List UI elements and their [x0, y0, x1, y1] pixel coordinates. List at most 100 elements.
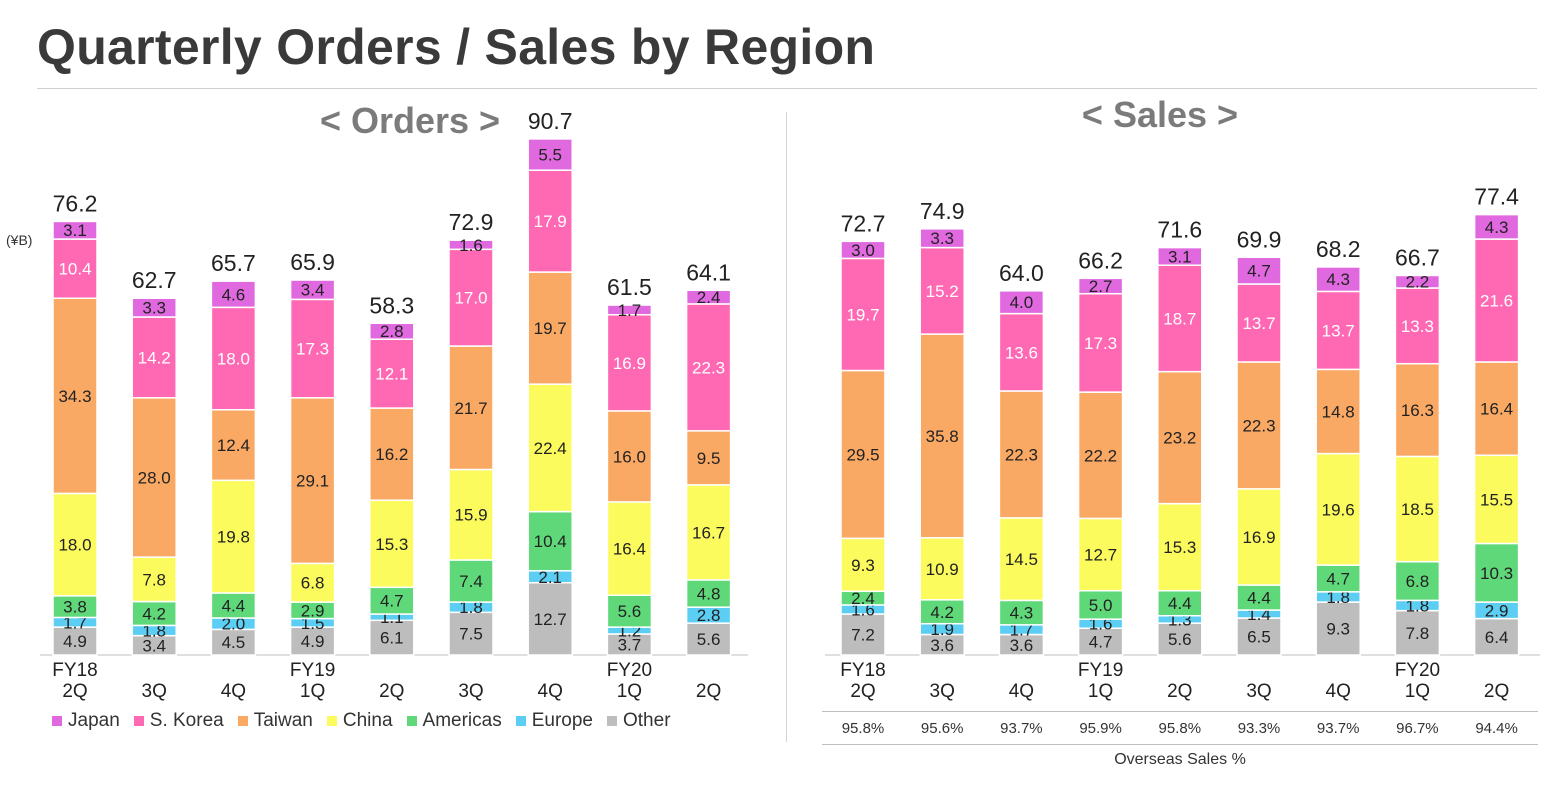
data-label-americas: 4.4 — [1168, 594, 1192, 613]
data-label-japan: 1.7 — [618, 301, 642, 320]
data-label-japan: 1.6 — [459, 236, 483, 255]
data-label-china: 18.0 — [58, 536, 91, 555]
data-label-china: 15.3 — [1163, 538, 1196, 557]
bar-segment-japan — [685, 289, 732, 305]
data-label-taiwan: 9.5 — [697, 449, 721, 468]
bar-segment-s-korea — [685, 303, 732, 432]
data-label-japan: 2.7 — [1089, 277, 1113, 296]
legend-label: Americas — [422, 710, 502, 731]
tick-label-quarter: 2Q — [1484, 681, 1509, 702]
bar-segment-china — [1236, 488, 1282, 586]
bar-segment-americas — [1077, 589, 1124, 620]
bar-segment-taiwan — [210, 409, 257, 482]
data-label-europe: 1.8 — [1406, 596, 1430, 615]
legend-label: Taiwan — [253, 710, 313, 731]
total-label: 90.7 — [528, 108, 573, 134]
bar-segment-other — [1157, 622, 1203, 656]
data-label-s-korea: 19.7 — [846, 305, 879, 324]
legend-label: China — [342, 710, 393, 731]
data-label-s-korea: 13.3 — [1401, 317, 1434, 336]
bar-segment-china — [1473, 454, 1520, 545]
bar-segment-china — [369, 499, 415, 589]
bar-segment-taiwan — [919, 333, 965, 539]
data-label-s-korea: 22.3 — [692, 358, 725, 377]
data-label-china: 16.4 — [613, 540, 646, 559]
data-label-japan: 3.1 — [63, 221, 87, 240]
data-label-s-korea: 13.6 — [1005, 343, 1038, 362]
data-label-other: 7.8 — [1406, 624, 1430, 643]
data-label-americas: 4.2 — [930, 603, 954, 622]
data-label-china: 9.3 — [851, 556, 875, 575]
panel-divider — [786, 112, 787, 742]
bar-segment-taiwan — [369, 407, 415, 501]
overseas-pct-cell: 93.7% — [1316, 720, 1360, 737]
bar-segment-japan — [448, 239, 494, 251]
legend-item-other: Other — [607, 710, 671, 732]
data-label-americas: 5.0 — [1089, 596, 1113, 615]
data-label-taiwan: 14.8 — [1322, 402, 1355, 421]
data-label-other: 3.4 — [142, 636, 166, 655]
unit-label: (¥B) — [6, 232, 33, 248]
tick-label-quarter: 2Q — [379, 681, 404, 702]
tick-label-quarter: 2Q — [1167, 681, 1192, 702]
bar-segment-japan — [1157, 246, 1203, 266]
bar-segment-other — [52, 626, 98, 656]
bar-segment-taiwan — [1157, 370, 1203, 505]
bar-segment-taiwan — [527, 271, 573, 385]
data-label-japan: 3.3 — [142, 299, 166, 318]
data-label-other: 5.6 — [1168, 630, 1192, 649]
data-label-other: 3.6 — [1010, 636, 1034, 655]
bar-segment-japan — [998, 290, 1045, 315]
data-label-taiwan: 22.2 — [1084, 446, 1117, 465]
legend-swatch-icon — [133, 716, 144, 726]
bar-segment-other — [448, 611, 494, 656]
data-label-taiwan: 19.7 — [534, 319, 567, 338]
bar-segment-china — [1077, 517, 1124, 592]
bar-segment-taiwan — [1394, 362, 1441, 458]
data-label-china: 16.9 — [1242, 528, 1275, 547]
tick-label-quarter: 1Q — [1405, 681, 1430, 702]
data-label-china: 19.6 — [1322, 500, 1355, 519]
data-label-china: 6.8 — [301, 574, 325, 593]
overseas-sales-label: Overseas Sales % — [1114, 751, 1246, 768]
bar-segment-s-korea — [131, 316, 177, 399]
data-label-s-korea: 17.3 — [1084, 334, 1117, 353]
bar-segment-americas — [1394, 560, 1441, 602]
tick-label-quarter: 2Q — [696, 681, 721, 702]
bar-segment-japan — [1077, 277, 1124, 295]
data-label-other: 7.5 — [459, 625, 483, 644]
data-label-japan: 2.2 — [1406, 273, 1430, 292]
data-label-other: 7.2 — [851, 626, 875, 645]
sales-chart-title: < Sales > — [1081, 94, 1239, 135]
tick-label-fiscal-year: FY19 — [290, 660, 335, 681]
bar-segment-s-korea — [998, 312, 1045, 392]
data-label-japan: 3.0 — [851, 241, 875, 260]
data-label-americas: 3.8 — [63, 598, 87, 617]
legend-label: Europe — [531, 710, 593, 731]
data-label-china: 15.3 — [375, 535, 408, 554]
overseas-pct-cell: 93.7% — [1000, 720, 1043, 737]
data-label-china: 14.5 — [1005, 550, 1038, 569]
data-label-japan: 4.7 — [1247, 262, 1271, 281]
tick-label-quarter: 3Q — [930, 681, 955, 702]
legend-swatch-icon — [237, 716, 248, 726]
legend: Japan S. Korea Taiwan China Americas Europe Ot… — [52, 710, 685, 732]
legend-swatch-icon — [326, 716, 337, 726]
tick-label-fiscal-year: FY20 — [1395, 660, 1440, 681]
data-label-europe: 1.8 — [142, 622, 166, 641]
legend-swatch-icon — [607, 716, 617, 726]
overseas-pct-cell: 95.8% — [841, 720, 885, 737]
bar-segment-taiwan — [606, 410, 653, 503]
tick-label-quarter: 1Q — [617, 681, 642, 702]
data-label-taiwan: 16.0 — [613, 447, 646, 466]
bar-segment-china — [919, 537, 965, 601]
tick-label-quarter: 2Q — [62, 681, 87, 702]
data-label-china: 19.8 — [217, 528, 250, 547]
legend-label: S. Korea — [149, 710, 224, 731]
overseas-sales-row: 95.8% 95.6% 93.7% 95.9% 95.8% 93.3% 93.7% 96.7%… — [822, 711, 1538, 745]
total-label: 64.0 — [999, 260, 1044, 286]
bar-segment-s-korea — [210, 306, 257, 411]
data-label-other: 4.7 — [1089, 633, 1113, 652]
data-label-japan: 4.6 — [222, 285, 246, 304]
bar-segment-china — [1157, 502, 1203, 592]
